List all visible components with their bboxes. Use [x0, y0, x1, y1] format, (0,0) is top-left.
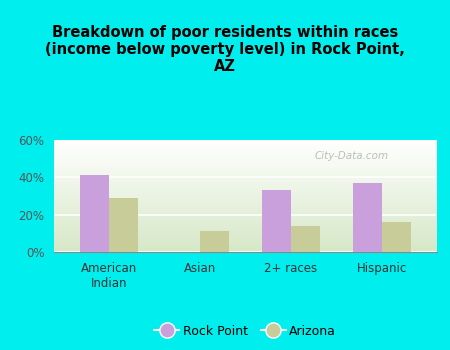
Bar [200, 231, 229, 252]
Bar [80, 175, 108, 252]
Bar [261, 190, 291, 252]
Bar [382, 222, 411, 252]
Text: Breakdown of poor residents within races
(income below poverty level) in Rock Po: Breakdown of poor residents within races… [45, 25, 405, 74]
Bar [353, 183, 382, 252]
Bar [108, 198, 138, 252]
Bar [291, 226, 320, 252]
Legend: Rock Point, Arizona: Rock Point, Arizona [149, 320, 341, 343]
Text: City-Data.com: City-Data.com [314, 151, 388, 161]
